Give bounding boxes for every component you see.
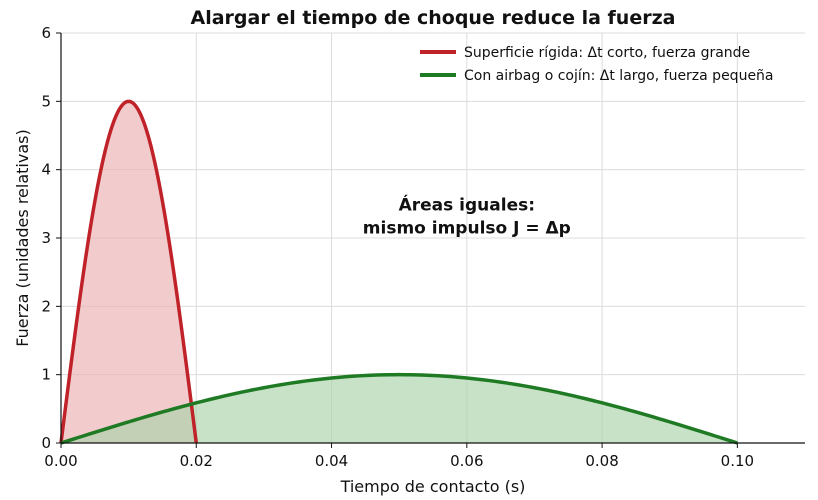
y-tick-label: 4	[41, 161, 51, 179]
y-tick-label: 1	[41, 366, 51, 384]
annotation-line-1: Áreas iguales:	[399, 194, 535, 216]
chart-title: Alargar el tiempo de choque reduce la fu…	[191, 7, 676, 29]
y-tick-label: 3	[41, 229, 51, 247]
series-area-airbag	[61, 374, 738, 443]
x-tick-label: 0.06	[450, 452, 483, 470]
legend: Superficie rígida: Δt corto, fuerza gran…	[420, 45, 774, 84]
series-line-rigid	[59, 99, 199, 444]
x-axis-label: Tiempo de contacto (s)	[340, 477, 526, 496]
y-tick-label: 0	[41, 434, 51, 452]
y-axis-label: Fuerza (unidades relativas)	[13, 129, 32, 346]
x-tick-label: 0.08	[585, 452, 618, 470]
annotation: Áreas iguales: mismo impulso J = Δp	[363, 194, 571, 239]
x-ticks: 0.00 0.02 0.04 0.06 0.08 0.10	[44, 443, 754, 470]
x-tick-label: 0.04	[315, 452, 348, 470]
x-tick-label: 0.10	[721, 452, 754, 470]
y-tick-label: 2	[41, 297, 51, 315]
y-tick-label: 5	[41, 92, 51, 110]
x-tick-label: 0.02	[180, 452, 213, 470]
legend-label-airbag: Con airbag o cojín: Δt largo, fuerza peq…	[464, 68, 774, 84]
x-tick-label: 0.00	[44, 452, 77, 470]
legend-label-rigid: Superficie rígida: Δt corto, fuerza gran…	[464, 45, 750, 61]
annotation-line-2: mismo impulso J = Δp	[363, 219, 571, 239]
y-ticks: 0 1 2 3 4 5 6	[41, 24, 61, 452]
series-area-rigid	[61, 101, 197, 443]
series-line-airbag	[60, 372, 738, 445]
series-areas	[61, 101, 738, 443]
series-lines	[59, 99, 738, 445]
y-tick-label: 6	[41, 24, 51, 42]
